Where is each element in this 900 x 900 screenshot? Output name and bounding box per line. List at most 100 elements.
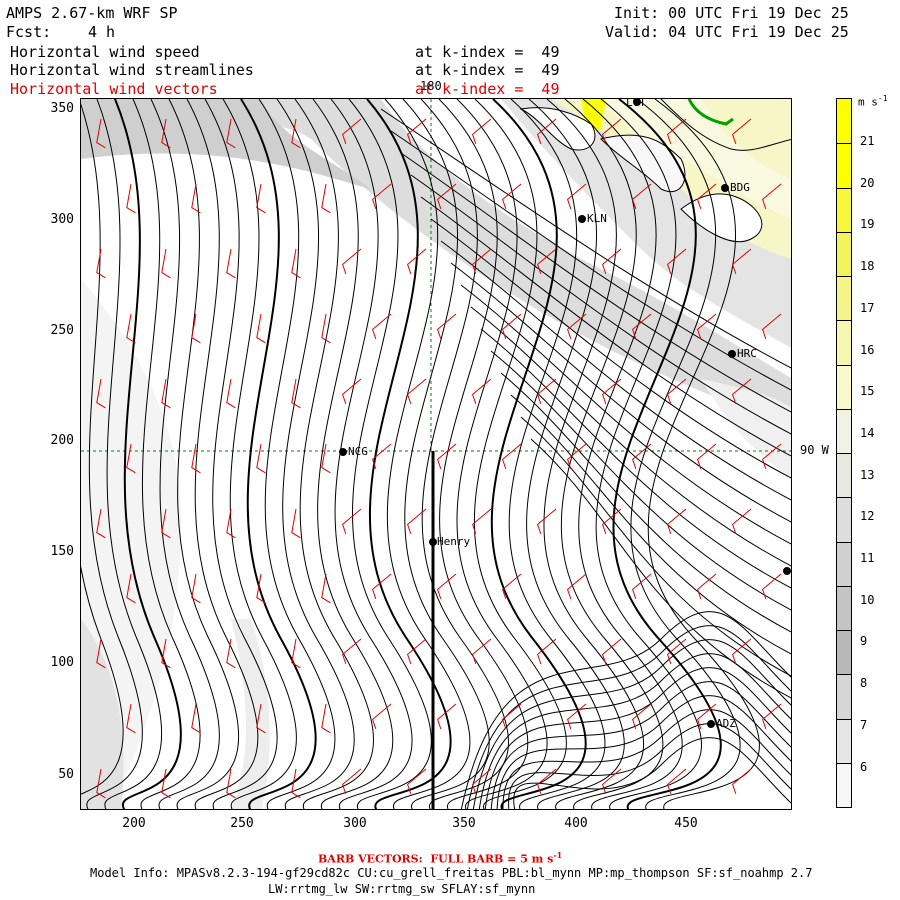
wind-barb <box>697 183 717 210</box>
wind-barb <box>191 313 201 344</box>
colorbar-segment <box>837 453 851 498</box>
wind-barb <box>667 118 687 145</box>
wind-barb <box>502 703 522 730</box>
wind-barb <box>96 638 106 669</box>
wind-barb <box>472 768 492 795</box>
wind-barb <box>667 768 687 795</box>
streamline <box>473 99 567 809</box>
wind-barb <box>407 768 427 795</box>
model-info-line-1: Model Info: MPASv8.2.3-194-gf29cd82c CU:… <box>90 866 813 880</box>
station-dot-kln <box>578 215 586 223</box>
model-title: AMPS 2.67-km WRF SP <box>6 4 178 22</box>
station-label-kln: KLN <box>587 212 607 225</box>
wind-barb <box>321 573 331 604</box>
wind-barb <box>537 768 557 795</box>
streamline <box>204 99 278 809</box>
wind-barb <box>226 118 236 149</box>
wind-barb <box>502 313 522 340</box>
station-markers <box>339 99 791 728</box>
wind-barb <box>372 443 392 470</box>
station-dot-bdg <box>721 184 729 192</box>
streamline <box>460 284 791 545</box>
y-tick-250: 250 <box>50 323 74 338</box>
wind-barb <box>96 118 106 149</box>
station-label-henry: Henry <box>437 535 471 548</box>
colorbar-label-6: 6 <box>860 759 868 774</box>
wind-barb <box>537 378 557 405</box>
x-tick-350: 350 <box>452 816 476 831</box>
forecast-value: 4 h <box>88 23 116 41</box>
x-tick-200: 200 <box>122 816 146 831</box>
streamline <box>595 99 702 809</box>
wind-barb <box>161 378 171 409</box>
streamline <box>222 99 297 809</box>
wind-barb <box>667 378 687 405</box>
wind-barb <box>437 443 457 470</box>
streamline <box>472 639 791 809</box>
wind-barb <box>126 703 136 734</box>
wind-barb <box>667 638 687 665</box>
wind-barb <box>191 573 201 604</box>
streamline <box>420 99 510 809</box>
streamline <box>510 394 791 655</box>
wind-barb <box>567 313 587 340</box>
wind-barb <box>256 313 266 344</box>
wind-barb <box>96 248 106 279</box>
field-speed-name: Horizontal wind speed <box>10 43 200 61</box>
field-streamlines-level: at k-index = 49 <box>415 61 560 79</box>
wind-barb <box>472 378 492 405</box>
streamline <box>438 99 529 809</box>
y-tick-350: 350 <box>50 101 74 116</box>
wind-barb <box>632 183 652 210</box>
colorbar-segment <box>837 585 851 630</box>
wind-barb <box>407 508 427 535</box>
streamlines <box>81 99 791 809</box>
wind-barb <box>161 508 171 539</box>
wind-barb <box>732 768 752 795</box>
colorbar-label-9: 9 <box>860 634 868 649</box>
colorbar-label-15: 15 <box>860 384 875 399</box>
wind-barb <box>96 768 106 799</box>
wind-barb <box>191 183 201 214</box>
streamline <box>484 667 791 809</box>
wind-barb <box>226 508 236 539</box>
wind-barb <box>96 378 106 409</box>
wind-barb <box>632 573 652 600</box>
streamline <box>520 416 791 677</box>
green-coast-segment <box>687 99 734 126</box>
wind-barb <box>437 573 457 600</box>
wind-barb <box>372 183 392 210</box>
wind-barb <box>342 508 362 535</box>
streamline <box>312 99 394 809</box>
streamline <box>132 99 201 809</box>
colorbar-units: m s-1 <box>858 94 888 109</box>
streamline <box>430 218 791 479</box>
wind-barb <box>632 703 652 730</box>
wind-barb <box>161 118 171 149</box>
wind-barb <box>537 508 557 535</box>
colorbar-label-17: 17 <box>860 300 875 315</box>
colorbar-segment <box>837 231 851 276</box>
streamline <box>114 99 182 809</box>
barb-note: BARB VECTORS: FULL BARB = 5 m s-1 <box>318 850 563 866</box>
colorbar-label-21: 21 <box>860 134 875 148</box>
y-tick-200: 200 <box>50 433 74 448</box>
colorbar-segment <box>837 674 851 719</box>
wind-barb <box>667 508 687 535</box>
wind-barb <box>342 768 362 795</box>
wind-barb <box>697 443 717 470</box>
streamline <box>526 99 625 809</box>
coastline <box>519 99 791 243</box>
wind-barbs <box>96 118 782 799</box>
wind-barb <box>291 768 301 799</box>
colorbar-segment <box>837 762 851 807</box>
streamline <box>186 99 259 809</box>
wind-barb <box>407 248 427 275</box>
wind-barb <box>732 638 752 665</box>
streamline <box>543 99 645 809</box>
station-dot-edge <box>783 567 791 575</box>
wind-barb <box>191 443 201 474</box>
streamline <box>380 108 791 369</box>
streamline <box>276 99 355 809</box>
wind-barb <box>342 378 362 405</box>
